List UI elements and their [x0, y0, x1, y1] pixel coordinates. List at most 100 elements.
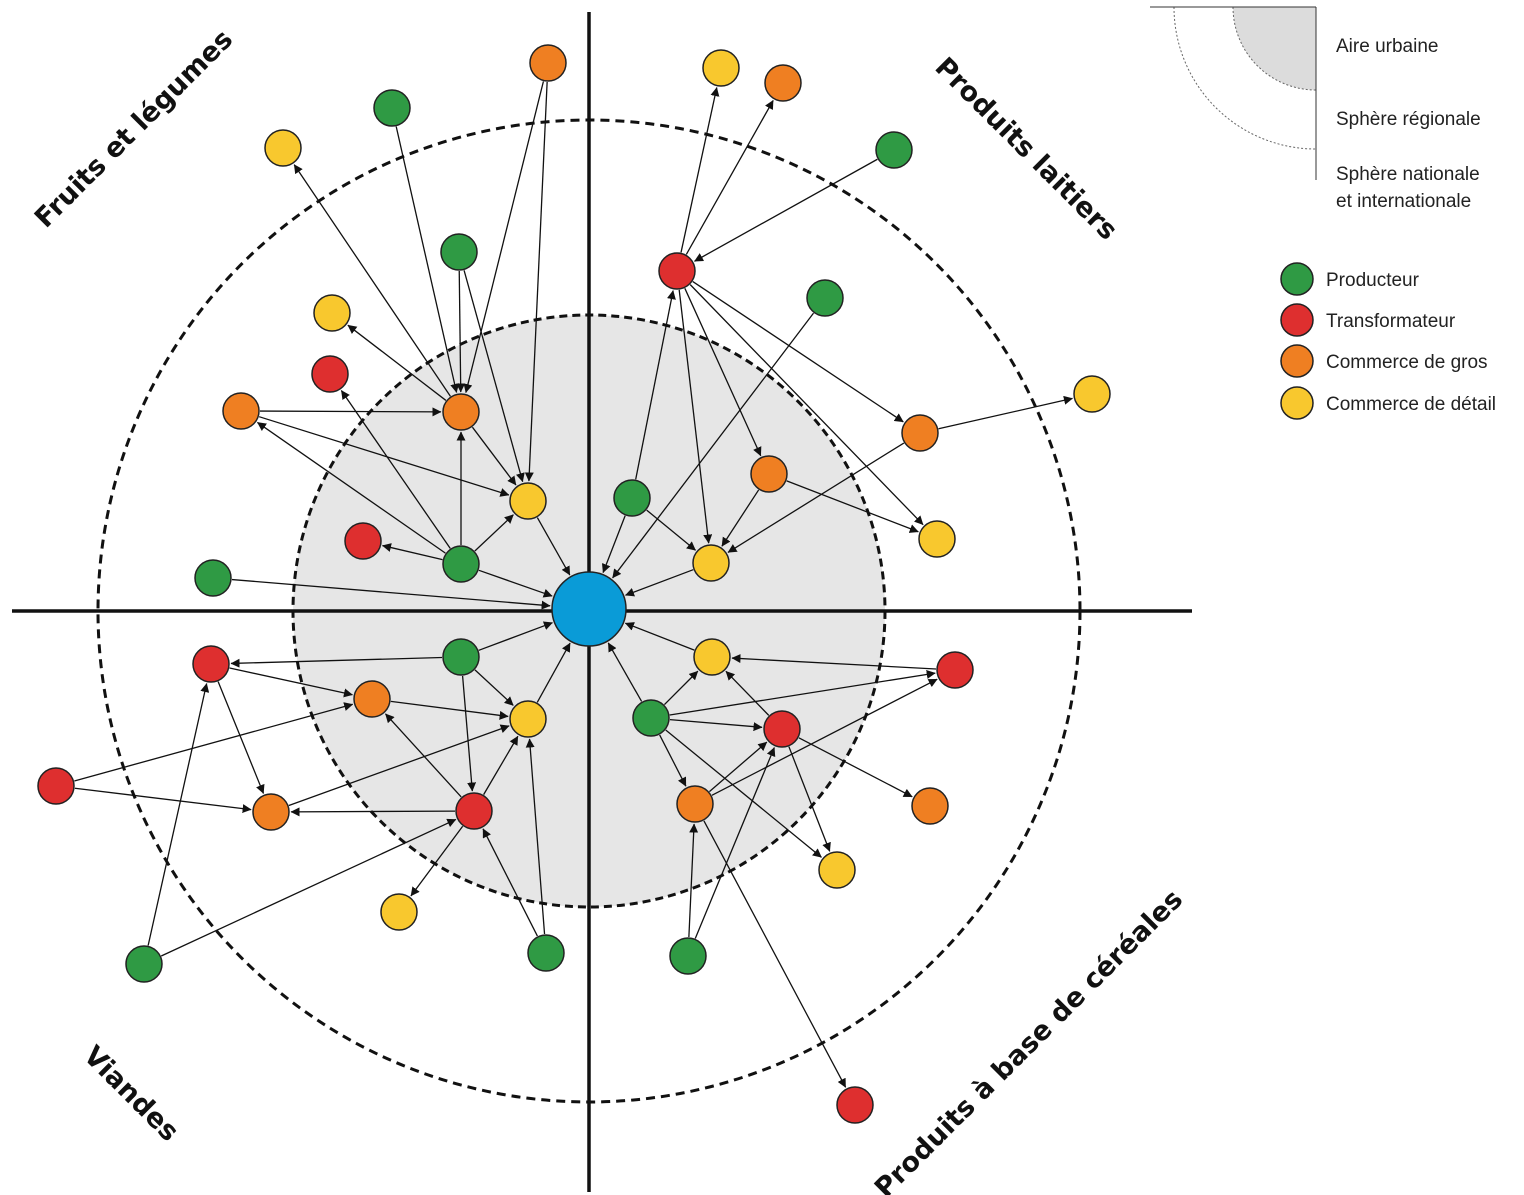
sector-label-fruits: Fruits et légumes: [29, 24, 239, 234]
legend-aire-urbaine-swatch: [1233, 7, 1316, 90]
commerce-detail-node: [313, 294, 351, 332]
transformateur-node: [763, 710, 801, 748]
legend-commerce-gros-label: Commerce de gros: [1326, 352, 1488, 373]
transformateur-node: [192, 645, 230, 683]
flow-arrow-c3-c1: [663, 670, 699, 706]
flow-arrow-c3-c4: [669, 718, 763, 732]
flow-arrow-l11-C: [625, 569, 694, 597]
producteur-node: [442, 638, 480, 676]
flow-arrow-v1-v4: [474, 669, 514, 706]
commerce-detail-node: [702, 49, 740, 87]
flow-arrow-c3-c2: [669, 670, 936, 716]
transformateur-node: [311, 355, 349, 393]
flow-arrow-f9-C: [536, 517, 571, 576]
producteur-node: [442, 545, 480, 583]
legend-transformateur-swatch: [1280, 303, 1314, 337]
commerce-detail-node: [509, 700, 547, 738]
flow-arrow-l8-l11: [721, 489, 760, 547]
commerce-gros-node: [222, 392, 260, 430]
legend-transformateur-label: Transformateur: [1326, 311, 1456, 332]
producteur-node: [373, 89, 411, 127]
legend-commerce-gros-swatch: [1280, 344, 1314, 378]
transformateur-node: [836, 1086, 874, 1124]
flow-arrow-f2-f8: [395, 126, 460, 393]
commerce-gros-node: [901, 414, 939, 452]
flow-arrow-c6-c4: [708, 741, 768, 793]
flow-arrow-f11-f7: [257, 421, 446, 554]
flow-arrow-v2-v6: [217, 681, 265, 794]
commerce-detail-node: [509, 482, 547, 520]
flow-arrow-v5-v6: [74, 787, 252, 814]
flow-arrow-v6-v4: [288, 724, 510, 807]
flow-arrow-v5-v3: [74, 702, 354, 782]
commerce-detail-node: [918, 520, 956, 558]
producteur-node: [613, 479, 651, 517]
legend-aire-urbaine-arc: [1232, 6, 1317, 91]
legend-producteur-label: Producteur: [1326, 270, 1420, 291]
flow-arrow-l9-l4: [635, 290, 676, 480]
commerce-detail-node: [264, 129, 302, 167]
sector-label-laitiers: Produits laitiers: [929, 52, 1124, 247]
flow-arrow-v4-C: [536, 642, 571, 703]
flow-arrow-v9-v4: [525, 738, 546, 935]
legend-commerce-detail-label: Commerce de détail: [1326, 394, 1496, 415]
flow-arrow-c4-c7: [788, 746, 831, 852]
flow-arrow-f11-f6: [340, 390, 451, 549]
commerce-detail-node: [692, 544, 730, 582]
commerce-detail-node: [818, 851, 856, 889]
flow-arrow-c3-C: [607, 642, 643, 702]
flow-arrow-c8-c6: [688, 823, 699, 938]
producteur-node: [527, 934, 565, 972]
commerce-gros-node: [676, 785, 714, 823]
flow-arrow-v1-v7: [461, 675, 477, 792]
legend-sphere-nationale-label: Sphère nationale: [1336, 164, 1480, 185]
flow-arrow-l8-l10: [786, 480, 919, 533]
flow-arrow-l7-l11: [727, 442, 905, 553]
flow-arrow-f1-f8: [463, 81, 545, 394]
flow-arrow-f1-f9: [524, 81, 548, 482]
actor-nodes: [37, 44, 1111, 1124]
flow-arrow-c3-c6: [659, 734, 687, 787]
flow-arrow-f11-f9: [474, 514, 514, 552]
legend-sphere-regionale-label: Sphère régionale: [1336, 109, 1481, 130]
flow-arrow-f8-f9: [471, 426, 517, 486]
transformateur-node: [455, 792, 493, 830]
flow-arrow-l9-C: [601, 515, 626, 574]
transformateur-node: [936, 651, 974, 689]
flow-arrow-v7-v8: [410, 825, 464, 897]
flow-arrow-f7-f8: [259, 407, 442, 417]
flow-arrow-v1-C: [478, 621, 553, 651]
sector-label-cereales: Produits à base de céréales: [869, 884, 1189, 1195]
flow-arrow-c3-c7: [665, 729, 822, 858]
flow-arrow-c2-c1: [731, 654, 937, 670]
commerce-gros-node: [353, 680, 391, 718]
sector-label-viandes: Viandes: [77, 1040, 184, 1147]
flow-arrow-v1-v2: [230, 656, 443, 668]
flow-arrow-l3-l4: [694, 158, 878, 262]
producteur-node: [632, 699, 670, 737]
commerce-gros-node: [442, 393, 480, 431]
flow-arrow-c6-c9: [703, 820, 847, 1088]
flow-arrow-c6-c2: [711, 678, 938, 796]
flow-arrow-c1-C: [624, 622, 695, 651]
flow-arrows: [74, 81, 1073, 1088]
legend-sphere-internationale-label: et internationale: [1336, 191, 1471, 212]
flow-arrow-v7-v4: [483, 735, 519, 795]
transformateur-node: [344, 522, 382, 560]
legend-producteur-swatch: [1280, 262, 1314, 296]
transformateur-node: [37, 767, 75, 805]
commerce-gros-node: [252, 793, 290, 831]
flow-arrow-c4-c1: [725, 670, 770, 716]
flow-arrow-f4-f8: [456, 270, 466, 393]
transformateur-node: [658, 252, 696, 290]
flow-arrow-l9-l11: [646, 509, 696, 551]
central-consumption-node: [551, 571, 627, 647]
commerce-detail-node: [380, 893, 418, 931]
flow-arrow-l4-l10: [689, 284, 924, 526]
flow-arrow-v10-v2: [147, 683, 210, 946]
flow-arrow-l4-l7: [692, 280, 904, 423]
commerce-gros-node: [764, 64, 802, 102]
commerce-gros-node: [529, 44, 567, 82]
actor-legend: Producteur Transformateur Commerce de gr…: [1280, 262, 1496, 420]
